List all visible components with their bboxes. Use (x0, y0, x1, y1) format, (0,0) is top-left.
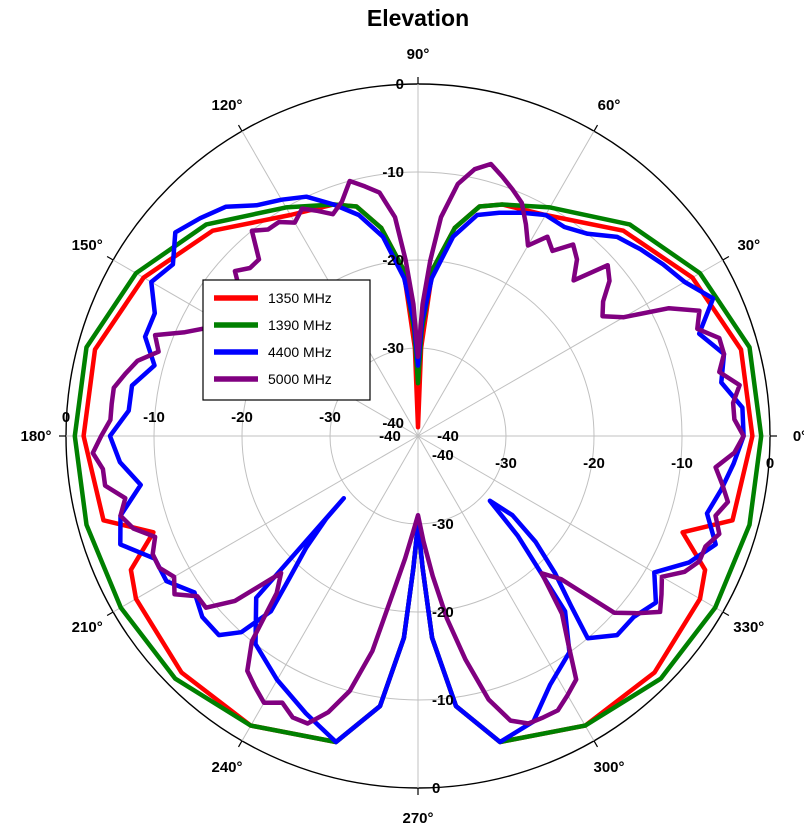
angle-tick-label: 150° (72, 237, 103, 254)
angle-tick-label: 330° (733, 619, 764, 636)
radial-tick-label: -40 (379, 428, 401, 445)
legend-label: 4400 MHz (268, 344, 332, 360)
radial-tick-label: -10 (382, 164, 404, 181)
angle-tick-mark (593, 124, 599, 132)
angle-tick-label: 270° (402, 810, 433, 827)
radial-tick-label: 0 (432, 780, 440, 797)
angle-tick-label: 90° (407, 46, 430, 63)
radial-tick-label: -10 (671, 455, 693, 472)
grid-spoke (241, 435, 419, 742)
series-group (72, 161, 764, 745)
legend-label: 5000 MHz (268, 371, 332, 387)
radial-tick-label: -40 (432, 447, 454, 464)
angle-tick-label: 240° (211, 759, 242, 776)
chart-title: Elevation (367, 5, 469, 31)
angle-tick-label: 180° (20, 428, 51, 445)
legend: 1350 MHz 1390 MHz 4400 MHz 5000 MHz (202, 279, 371, 401)
angle-tick-label: 120° (211, 97, 242, 114)
radial-tick-label: 0 (396, 76, 404, 93)
polar-grid (59, 77, 777, 795)
angle-tick-label: 210° (72, 619, 103, 636)
angle-tick-label: 0° (793, 428, 804, 445)
angle-tick-mark (106, 255, 114, 261)
radial-tick-label: -20 (382, 252, 404, 269)
angle-tick-mark (593, 740, 599, 748)
radial-tick-label: -30 (495, 455, 517, 472)
radial-tick-label: 0 (766, 455, 774, 472)
grid-spoke (417, 259, 724, 437)
radial-tick-label: -20 (432, 604, 454, 621)
radial-tick-label: 0 (62, 409, 70, 426)
grid-spoke (417, 435, 724, 613)
angle-tick-mark (237, 740, 243, 748)
angle-tick-mark (722, 255, 730, 261)
grid-spoke (112, 435, 419, 613)
radial-tick-label: -40 (382, 415, 404, 432)
legend-label: 1350 MHz (268, 290, 332, 306)
radial-tick-label: -10 (432, 692, 454, 709)
angle-tick-mark (722, 611, 730, 617)
radial-tick-label: -40 (437, 428, 459, 445)
radial-tick-label: -30 (432, 516, 454, 533)
angle-tick-label: 60° (598, 97, 621, 114)
series-line-4 (90, 161, 746, 726)
tick-labels: 0° 30° 60° 90° 120° 150° 180° 210° 240° 270° 300° 3… (20, 46, 804, 827)
radial-tick-label: -30 (319, 409, 341, 426)
angle-tick-mark (106, 611, 114, 617)
grid-spoke (417, 435, 595, 742)
angle-tick-label: 300° (593, 759, 624, 776)
radial-tick-label: -10 (143, 409, 165, 426)
radial-tick-label: -20 (231, 409, 253, 426)
grid-spoke (417, 130, 595, 437)
radial-tick-label: -20 (583, 455, 605, 472)
legend-label: 1390 MHz (268, 317, 332, 333)
angle-tick-label: 30° (737, 237, 760, 254)
radial-tick-label: -30 (382, 340, 404, 357)
angle-tick-mark (237, 124, 243, 132)
